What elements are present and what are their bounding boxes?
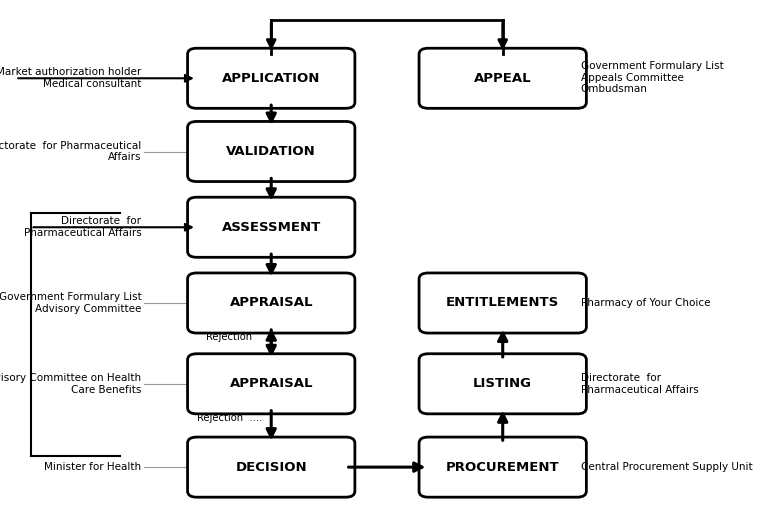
Text: DECISION: DECISION xyxy=(235,461,307,474)
FancyBboxPatch shape xyxy=(187,273,354,333)
Text: Directorate  for
Pharmaceutical Affairs: Directorate for Pharmaceutical Affairs xyxy=(24,217,141,238)
Text: Advisory Committee on Health
Care Benefits: Advisory Committee on Health Care Benefi… xyxy=(0,373,141,394)
FancyBboxPatch shape xyxy=(419,273,587,333)
FancyBboxPatch shape xyxy=(187,197,354,257)
FancyBboxPatch shape xyxy=(187,354,354,414)
Text: APPRAISAL: APPRAISAL xyxy=(229,296,313,310)
Text: Directorate  for Pharmaceutical
Affairs: Directorate for Pharmaceutical Affairs xyxy=(0,141,141,162)
FancyBboxPatch shape xyxy=(187,122,354,182)
FancyBboxPatch shape xyxy=(419,437,587,497)
FancyBboxPatch shape xyxy=(187,437,354,497)
Text: APPLICATION: APPLICATION xyxy=(222,72,320,85)
FancyBboxPatch shape xyxy=(419,354,587,414)
Text: ENTITLEMENTS: ENTITLEMENTS xyxy=(446,296,559,310)
Text: Pharmacy of Your Choice: Pharmacy of Your Choice xyxy=(581,298,711,308)
Text: LISTING: LISTING xyxy=(473,377,533,390)
Text: APPRAISAL: APPRAISAL xyxy=(229,377,313,390)
Text: Ombudsman: Ombudsman xyxy=(581,84,648,94)
Text: Market authorization holder
Medical consultant: Market authorization holder Medical cons… xyxy=(0,68,141,89)
Text: PROCUREMENT: PROCUREMENT xyxy=(446,461,559,474)
Text: ASSESSMENT: ASSESSMENT xyxy=(222,221,321,234)
Text: Rejection: Rejection xyxy=(206,332,252,342)
Text: Minister for Health: Minister for Health xyxy=(44,462,141,472)
Text: Rejection  ....: Rejection .... xyxy=(197,413,263,423)
Text: APPEAL: APPEAL xyxy=(474,72,532,85)
FancyBboxPatch shape xyxy=(187,48,354,109)
Text: Directorate  for
Pharmaceutical Affairs: Directorate for Pharmaceutical Affairs xyxy=(581,373,698,394)
Text: Central Procurement Supply Unit: Central Procurement Supply Unit xyxy=(581,462,753,472)
FancyBboxPatch shape xyxy=(419,48,587,109)
Text: Government Formulary List
Advisory Committee: Government Formulary List Advisory Commi… xyxy=(0,292,141,314)
Text: VALIDATION: VALIDATION xyxy=(226,145,316,158)
Text: Government Formulary List
Appeals Committee: Government Formulary List Appeals Commit… xyxy=(581,61,724,82)
